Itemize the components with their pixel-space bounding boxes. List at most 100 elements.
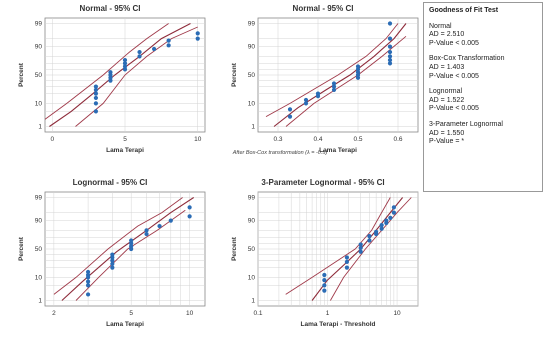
chart-title: Normal - 95% CI <box>292 4 354 13</box>
data-point <box>93 91 99 96</box>
data-point <box>110 255 115 260</box>
data-point <box>85 272 91 278</box>
ci-lower-band <box>75 209 186 301</box>
probability-plot: 1 10 50 90 99 0.3 0.4 0.5 0.6 Lama Terapi Percent <box>231 17 419 154</box>
y-tick-label: 99 <box>248 195 256 202</box>
panel-boxcox-normal: Normal - 95% CI 1 10 50 90 99 0.3 0.4 0.5 0.6 Lam… <box>218 4 428 164</box>
data-point <box>195 31 200 36</box>
probability-plot: 1 10 50 90 99 0.1 1 10 Lama Terapi - Threshold Pe… <box>231 191 419 328</box>
ci-lower-band <box>330 197 412 301</box>
data-point <box>129 241 134 246</box>
panel-lognormal: Lognormal - 95% CI 1 10 50 90 99 2 5 10 Lama Ter… <box>5 178 215 338</box>
y-tick-label: 10 <box>248 100 256 107</box>
data-point <box>387 36 393 41</box>
data-point <box>355 67 361 72</box>
x-axis-label: Lama Terapi <box>106 147 144 154</box>
ci-upper-band <box>53 197 183 295</box>
data-point <box>137 49 142 55</box>
gof-pvalue: P-Value < 0.005 <box>429 39 479 47</box>
data-point <box>322 272 327 278</box>
data-point <box>387 61 393 66</box>
goodness-of-fit-panel: Goodness of Fit Test Normal AD = 2.510 P… <box>423 2 543 192</box>
ci-upper-band <box>265 23 399 117</box>
plot-content <box>45 23 200 127</box>
gof-ad: AD = 1.522 <box>429 96 465 104</box>
data-point <box>122 67 128 72</box>
gof-pvalue: P-Value = * <box>429 138 465 146</box>
y-tick-label: 90 <box>35 44 43 51</box>
data-point <box>110 265 115 270</box>
gof-ad: AD = 1.403 <box>429 63 465 71</box>
data-point <box>110 261 115 267</box>
data-point <box>379 226 384 231</box>
x-tick-label: 10 <box>194 136 202 143</box>
data-point <box>151 46 157 52</box>
data-point <box>303 101 309 106</box>
data-point <box>166 38 171 43</box>
gof-pvalue: P-Value < 0.005 <box>429 105 479 113</box>
data-point <box>168 218 173 223</box>
y-axis-label: Percent <box>231 236 238 261</box>
y-tick-label: 90 <box>248 44 256 51</box>
data-point <box>331 81 337 86</box>
data-point <box>388 215 393 221</box>
y-axis-label: Percent <box>231 62 238 87</box>
x-tick-label: 2 <box>52 310 56 317</box>
gof-name: Lognormal <box>429 88 463 96</box>
data-point <box>85 269 91 275</box>
x-axis-label: Lama Terapi - Threshold <box>300 321 375 328</box>
data-point <box>93 87 99 93</box>
data-point <box>166 43 171 48</box>
gof-name: Box-Cox Transformation <box>429 55 505 63</box>
gof-block-lognormal: Lognormal AD = 1.522 P-Value < 0.005 <box>429 88 537 114</box>
y-tick-label: 10 <box>248 274 256 281</box>
data-point <box>322 283 327 288</box>
data-point <box>187 214 192 219</box>
gof-pvalue: P-Value < 0.005 <box>429 72 479 80</box>
data-point <box>358 242 363 247</box>
x-tick-label: 10 <box>393 310 401 317</box>
gof-ad: AD = 2.510 <box>429 31 465 39</box>
ci-lower-band <box>75 26 198 127</box>
y-tick-label: 99 <box>35 21 43 28</box>
fit-line <box>49 23 191 127</box>
x-tick-label: 0.5 <box>353 136 362 143</box>
y-tick-label: 90 <box>35 218 43 225</box>
x-tick-label: 0.4 <box>313 136 322 143</box>
gof-block-boxcox: Box-Cox Transformation AD = 1.403 P-Valu… <box>429 55 537 81</box>
data-point <box>391 210 396 215</box>
y-tick-label: 50 <box>248 246 256 253</box>
data-point <box>93 84 99 89</box>
data-point <box>331 87 337 93</box>
ci-upper-band <box>285 197 391 295</box>
data-point <box>331 84 337 89</box>
y-tick-label: 99 <box>35 195 43 202</box>
data-point <box>367 238 372 243</box>
data-point <box>379 222 384 228</box>
data-point <box>387 21 393 26</box>
data-point <box>374 229 379 235</box>
y-tick-label: 50 <box>248 72 256 79</box>
data-point <box>129 238 134 243</box>
gof-block-3p-lognormal: 3-Parameter Lognormal AD = 1.550 P-Value… <box>429 121 537 147</box>
data-point <box>322 277 327 283</box>
data-point <box>110 258 115 263</box>
y-tick-label: 1 <box>38 297 42 304</box>
data-point <box>137 54 142 59</box>
data-point <box>93 101 99 106</box>
gof-block-normal: Normal AD = 2.510 P-Value < 0.005 <box>429 23 537 49</box>
data-point <box>387 49 393 55</box>
y-tick-label: 10 <box>35 274 43 281</box>
data-point <box>322 288 327 293</box>
data-point <box>157 223 162 229</box>
gof-name: Normal <box>429 22 452 30</box>
data-point <box>287 114 293 119</box>
plot-content <box>53 197 195 301</box>
data-point <box>344 255 350 260</box>
data-point <box>387 54 393 59</box>
data-point <box>315 91 321 96</box>
data-point <box>391 205 396 210</box>
chart-title: Normal - 95% CI <box>79 4 141 13</box>
data-point <box>358 249 363 254</box>
y-tick-label: 99 <box>248 21 256 28</box>
